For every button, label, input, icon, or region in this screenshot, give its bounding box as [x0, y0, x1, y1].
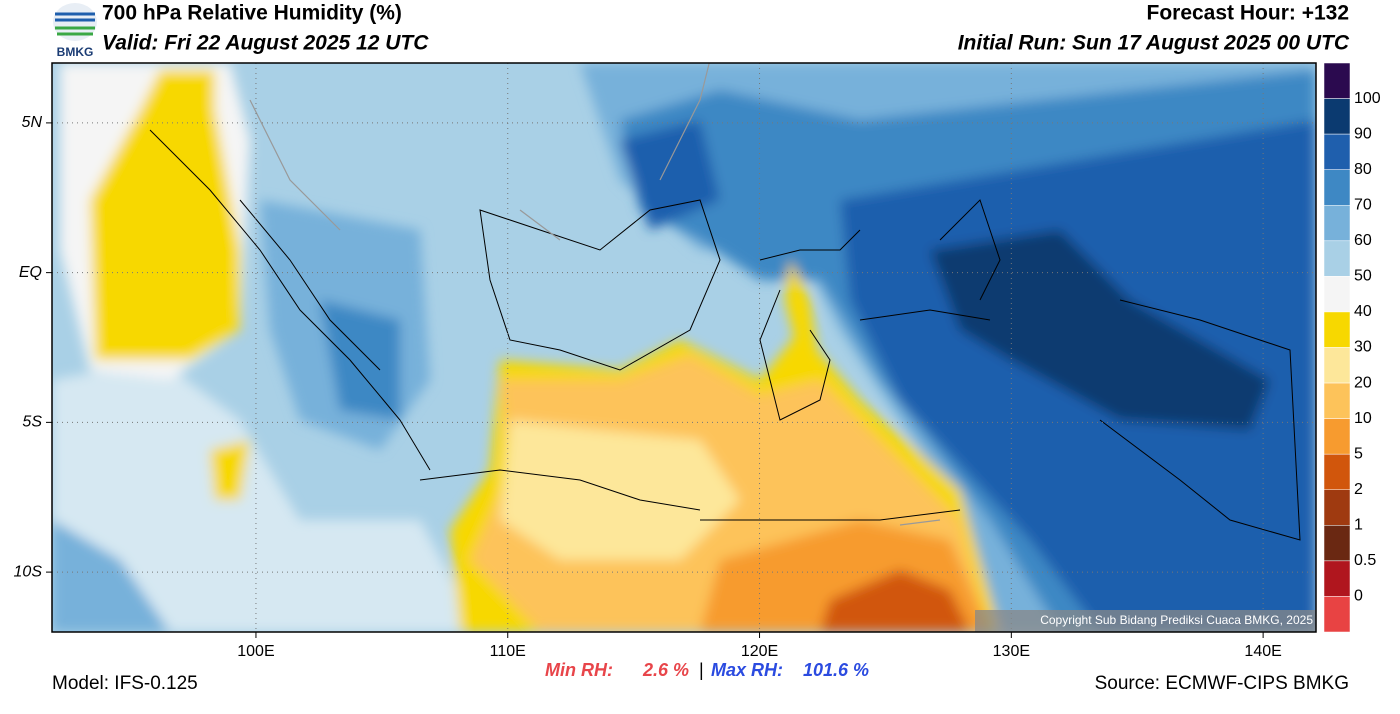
colorbar-label: 20: [1354, 374, 1372, 391]
colorbar-box: [1323, 133, 1351, 170]
colorbar-box: [1323, 205, 1351, 242]
x-tick-label: 120E: [741, 643, 778, 660]
y-tick-label: 10S: [14, 563, 43, 580]
forecast-hour: Forecast Hour: +132: [1147, 2, 1350, 25]
max-value: 101.6 %: [803, 660, 869, 680]
colorbar-label: 30: [1354, 339, 1372, 356]
colorbar-box: [1323, 347, 1351, 384]
colorbar-label: 100: [1354, 90, 1381, 107]
colorbar-box: [1323, 169, 1351, 206]
y-tick-label: 5S: [22, 414, 42, 431]
colorbar-label: 60: [1354, 232, 1372, 249]
colorbar-label: 0.5: [1354, 552, 1376, 569]
colorbar-label: 2: [1354, 481, 1363, 498]
colorbar-box: [1323, 596, 1351, 633]
x-tick-label: 140E: [1244, 643, 1281, 660]
y-tick-label: EQ: [19, 264, 42, 281]
axes: 100E 110E 120E 130E 140E 5N EQ 5S 10S: [14, 114, 1282, 660]
colorbar: 100 90 80 70 60 50 40 30 20 10 5 2 1 0.5 0: [1323, 62, 1381, 633]
initial-run: Initial Run: Sun 17 August 2025 00 UTC: [958, 32, 1350, 55]
separator: |: [699, 660, 704, 680]
colorbar-box: [1323, 418, 1351, 455]
model: Model: IFS-0.125: [52, 673, 198, 694]
valid-time: Valid: Fri 22 August 2025 12 UTC: [102, 32, 429, 55]
min-label: Min RH:: [545, 660, 613, 680]
coastlines: [149, 129, 1301, 541]
x-tick-label: 110E: [490, 643, 526, 660]
x-tick-label: 130E: [993, 643, 1030, 660]
colorbar-box: [1323, 240, 1351, 277]
colorbar-box: [1323, 489, 1351, 526]
min-value: 2.6 %: [642, 660, 689, 680]
colorbar-box: [1323, 453, 1351, 490]
source: Source: ECMWF-CIPS BMKG: [1095, 673, 1349, 694]
colorbar-box: [1323, 311, 1351, 348]
grid: [52, 63, 1316, 632]
colorbar-box: [1323, 560, 1351, 597]
colorbar-label: 80: [1354, 161, 1372, 178]
colorbar-label: 90: [1354, 125, 1372, 142]
colorbar-box: [1323, 276, 1351, 313]
map-frame: [51, 62, 1317, 633]
title: 700 hPa Relative Humidity (%): [102, 2, 402, 25]
colorbar-label: 1: [1354, 517, 1363, 534]
logo: BMKG: [53, 3, 97, 59]
colorbar-label: 0: [1354, 588, 1363, 605]
colorbar-box: [1323, 62, 1351, 99]
y-tick-label: 5N: [22, 114, 43, 131]
x-tick-label: 100E: [237, 643, 274, 660]
colorbar-box: [1323, 98, 1351, 135]
logo-text: BMKG: [57, 45, 94, 59]
colorbar-label: 10: [1354, 410, 1372, 427]
copyright: Copyright Sub Bidang Prediksi Cuaca BMKG…: [1040, 613, 1313, 627]
humidity-field: Copyright Sub Bidang Prediksi Cuaca BMKG…: [52, 63, 1316, 632]
colorbar-box: [1323, 382, 1351, 419]
colorbar-label: 70: [1354, 196, 1372, 213]
colorbar-label: 40: [1354, 303, 1372, 320]
rh-range: Min RH: 2.6 % | Max RH: 101.6 %: [545, 660, 869, 680]
max-label: Max RH:: [711, 660, 783, 680]
colorbar-box: [1323, 525, 1351, 562]
colorbar-label: 50: [1354, 268, 1372, 285]
colorbar-label: 5: [1354, 445, 1363, 462]
copyright-box: [975, 610, 1316, 632]
